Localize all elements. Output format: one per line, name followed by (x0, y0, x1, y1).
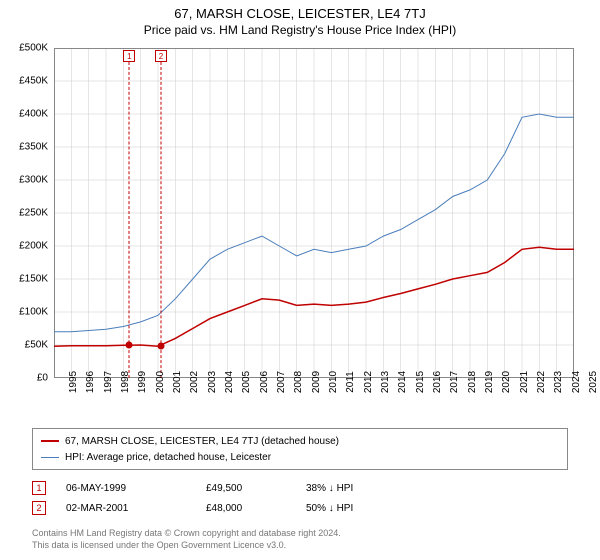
legend-swatch (41, 457, 59, 458)
sale-marker-1: 1 (123, 50, 135, 62)
sale-date: 02-MAR-2001 (66, 503, 186, 514)
chart-title: 67, MARSH CLOSE, LEICESTER, LE4 7TJ (0, 6, 600, 21)
sale-date: 06-MAY-1999 (66, 483, 186, 494)
sale-row: 2 02-MAR-2001 £48,000 50% ↓ HPI (32, 498, 568, 518)
title-block: 67, MARSH CLOSE, LEICESTER, LE4 7TJ Pric… (0, 0, 600, 37)
sale-delta: 50% ↓ HPI (306, 503, 353, 514)
y-tick-label: £150K (19, 274, 48, 285)
y-tick-label: £200K (19, 241, 48, 252)
x-tick-label: 2025 (574, 371, 599, 393)
legend-label: 67, MARSH CLOSE, LEICESTER, LE4 7TJ (det… (65, 436, 339, 447)
y-tick-label: £350K (19, 142, 48, 153)
legend-swatch (41, 440, 59, 442)
legend-label: HPI: Average price, detached house, Leic… (65, 452, 271, 463)
chart-svg (54, 48, 574, 378)
sale-date-line (129, 62, 130, 378)
legend-and-footer: 67, MARSH CLOSE, LEICESTER, LE4 7TJ (det… (32, 428, 568, 551)
y-tick-label: £400K (19, 109, 48, 120)
legend-item: HPI: Average price, detached house, Leic… (41, 449, 559, 465)
sale-row-marker: 2 (32, 501, 46, 515)
footnote: Contains HM Land Registry data © Crown c… (32, 528, 568, 551)
chart-area: 12£0£50K£100K£150K£200K£250K£300K£350K£4… (54, 48, 574, 378)
sale-rows: 1 06-MAY-1999 £49,500 38% ↓ HPI 2 02-MAR-2001… (32, 478, 568, 518)
sale-price: £48,000 (206, 503, 286, 514)
sale-date-line (160, 62, 161, 378)
y-tick-label: £250K (19, 208, 48, 219)
sale-point-dot (157, 343, 164, 350)
y-tick-label: £0 (37, 373, 48, 384)
footnote-line-2: This data is licensed under the Open Gov… (32, 540, 568, 552)
y-tick-label: £500K (19, 43, 48, 54)
sale-row: 1 06-MAY-1999 £49,500 38% ↓ HPI (32, 478, 568, 498)
sale-price: £49,500 (206, 483, 286, 494)
sale-marker-2: 2 (155, 50, 167, 62)
sale-delta: 38% ↓ HPI (306, 483, 353, 494)
chart-subtitle: Price paid vs. HM Land Registry's House … (0, 23, 600, 37)
y-tick-label: £450K (19, 76, 48, 87)
legend-item: 67, MARSH CLOSE, LEICESTER, LE4 7TJ (det… (41, 433, 559, 449)
sale-point-dot (126, 342, 133, 349)
footnote-line-1: Contains HM Land Registry data © Crown c… (32, 528, 568, 540)
y-tick-label: £100K (19, 307, 48, 318)
y-tick-label: £50K (25, 340, 48, 351)
sale-row-marker: 1 (32, 481, 46, 495)
y-tick-label: £300K (19, 175, 48, 186)
legend-box: 67, MARSH CLOSE, LEICESTER, LE4 7TJ (det… (32, 428, 568, 470)
